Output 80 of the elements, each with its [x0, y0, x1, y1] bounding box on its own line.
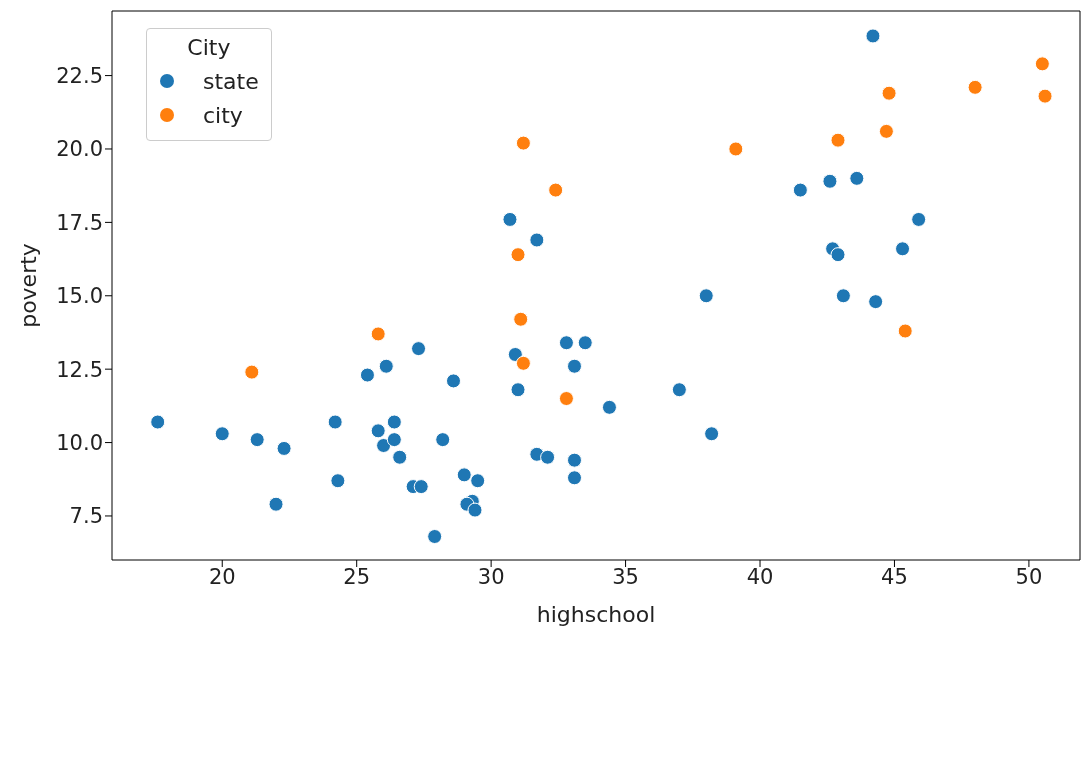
point [566, 470, 582, 486]
point [1034, 56, 1050, 72]
point [881, 85, 897, 101]
point [830, 247, 846, 263]
point [470, 473, 486, 489]
x-tick-label: 25 [343, 564, 371, 589]
point [150, 414, 166, 430]
point [728, 141, 744, 157]
point [601, 399, 617, 415]
y-axis-title: poverty [15, 243, 41, 328]
legend-label: city [203, 102, 243, 128]
point [967, 79, 983, 95]
point [566, 358, 582, 374]
point [510, 382, 526, 398]
point [911, 211, 927, 227]
point [502, 211, 518, 227]
y-tick-label: 7.5 [69, 504, 103, 529]
y-tick-label: 22.5 [56, 64, 103, 89]
point [445, 373, 461, 389]
point [214, 426, 230, 442]
point [268, 496, 284, 512]
point [513, 311, 529, 327]
point [456, 467, 472, 483]
x-tick-label: 40 [746, 564, 774, 589]
point [413, 479, 429, 495]
point [386, 432, 402, 448]
y-tick-label: 20.0 [56, 137, 103, 162]
point [515, 355, 531, 371]
point [895, 241, 911, 257]
point [1037, 88, 1053, 104]
x-tick-label: 45 [881, 564, 908, 589]
y-tick-label: 15.0 [56, 284, 103, 309]
point [540, 449, 556, 465]
legend-label: state [203, 68, 259, 94]
point [868, 294, 884, 310]
legend-title: City [186, 35, 232, 60]
point [830, 132, 846, 148]
y-tick-label: 12.5 [56, 357, 103, 382]
point [510, 247, 526, 263]
point [249, 432, 265, 448]
point [370, 326, 386, 342]
point [698, 288, 714, 304]
point [897, 323, 913, 339]
point [792, 182, 808, 198]
point [849, 170, 865, 186]
x-tick-label: 35 [612, 564, 639, 589]
point [548, 182, 564, 198]
point [427, 529, 443, 545]
point [435, 432, 451, 448]
point [822, 173, 838, 189]
x-tick-label: 50 [1015, 564, 1043, 589]
point [865, 28, 881, 44]
x-tick-label: 20 [208, 564, 236, 589]
point [577, 335, 593, 351]
point [558, 335, 574, 351]
point [835, 288, 851, 304]
point [378, 358, 394, 374]
point [276, 440, 292, 456]
point [411, 341, 427, 357]
point [566, 452, 582, 468]
x-tick-label: 30 [477, 564, 505, 589]
point [386, 414, 402, 430]
point [327, 414, 343, 430]
point [671, 382, 687, 398]
point [330, 473, 346, 489]
y-tick-label: 10.0 [56, 431, 103, 456]
point [878, 123, 894, 139]
point [244, 364, 260, 380]
point [370, 423, 386, 439]
x-axis-title: highschool [536, 602, 656, 627]
point [359, 367, 375, 383]
y-tick-label: 17.5 [56, 210, 103, 235]
point [704, 426, 720, 442]
point [507, 346, 523, 362]
point [392, 449, 408, 465]
point [515, 135, 531, 151]
point [529, 232, 545, 248]
point [467, 502, 483, 518]
point [376, 438, 392, 453]
point [558, 391, 574, 407]
